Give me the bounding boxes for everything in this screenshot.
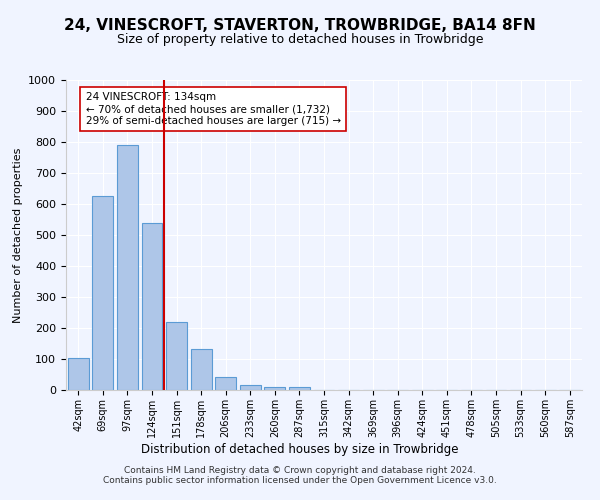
Bar xyxy=(117,145,138,390)
Bar xyxy=(68,358,89,390)
Bar xyxy=(166,322,187,390)
Bar xyxy=(142,222,163,390)
Text: Contains HM Land Registry data © Crown copyright and database right 2024.
Contai: Contains HM Land Registry data © Crown c… xyxy=(103,466,497,485)
Text: 24 VINESCROFT: 134sqm
← 70% of detached houses are smaller (1,732)
29% of semi-d: 24 VINESCROFT: 134sqm ← 70% of detached … xyxy=(86,92,341,126)
Bar xyxy=(215,377,236,390)
Text: 24, VINESCROFT, STAVERTON, TROWBRIDGE, BA14 8FN: 24, VINESCROFT, STAVERTON, TROWBRIDGE, B… xyxy=(64,18,536,32)
Bar xyxy=(191,349,212,390)
Text: Size of property relative to detached houses in Trowbridge: Size of property relative to detached ho… xyxy=(117,32,483,46)
Text: Distribution of detached houses by size in Trowbridge: Distribution of detached houses by size … xyxy=(141,442,459,456)
Y-axis label: Number of detached properties: Number of detached properties xyxy=(13,148,23,322)
Bar xyxy=(240,386,261,390)
Bar xyxy=(265,387,286,390)
Bar xyxy=(92,196,113,390)
Bar xyxy=(289,387,310,390)
